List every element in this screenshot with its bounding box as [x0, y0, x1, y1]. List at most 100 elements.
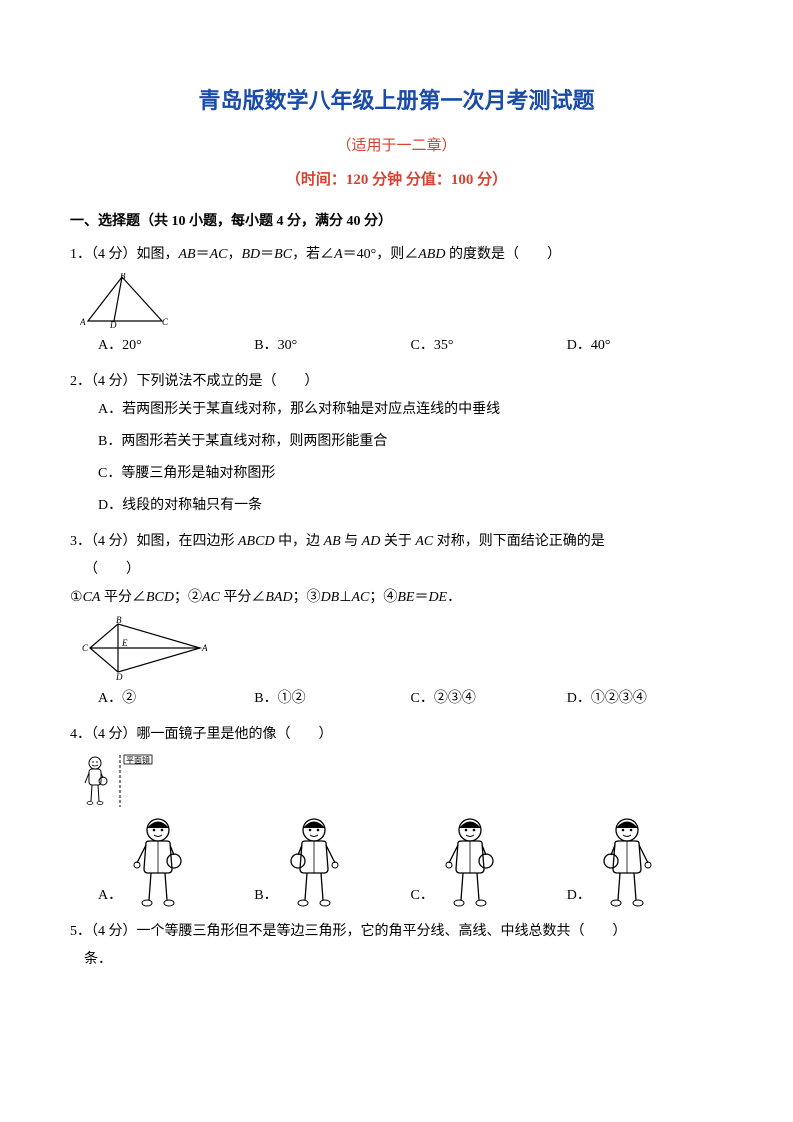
- subtitle-time: （时间：120 分钟 分值：100 分）: [70, 166, 723, 195]
- q1-t3: ，: [228, 247, 242, 262]
- boy-a-icon: [128, 815, 188, 910]
- q3-ca: CA: [83, 590, 101, 605]
- svg-text:C: C: [162, 317, 169, 327]
- q1-ab: AB: [179, 247, 196, 262]
- q3-figure: C B A D E: [70, 616, 723, 681]
- rhombus-icon: C B A D E: [80, 616, 210, 681]
- q3-be: BE: [397, 590, 414, 605]
- q1-opt-c: C．35°: [411, 332, 567, 360]
- q2-opt-b: B．两图形若关于某直线对称，则两图形能重合: [70, 428, 723, 456]
- q1-opt-a: A．20°: [98, 332, 254, 360]
- q3-opt-a: A．②: [98, 685, 254, 713]
- q3-text: 3．（4 分）如图，在四边形 ABCD 中，边 AB 与 AD 关于 AC 对称…: [70, 528, 723, 556]
- q4-text: 4．（4 分）哪一面镜子里是他的像（ ）: [70, 721, 723, 749]
- q3-opt-d: D．①②③④: [567, 685, 723, 713]
- q4-opt-a: A．: [98, 815, 254, 910]
- svg-text:D: D: [109, 320, 117, 328]
- question-3: 3．（4 分）如图，在四边形 ABCD 中，边 AB 与 AD 关于 AC 对称…: [70, 528, 723, 713]
- q3-ac: AC: [415, 534, 433, 549]
- boy-d-icon: [597, 815, 657, 910]
- q3-opt-c: C．②③④: [411, 685, 567, 713]
- q1-text: 1．（4 分）如图，AB＝AC，BD＝BC，若∠A＝40°，则∠ABD 的度数是…: [70, 241, 723, 269]
- q4-opt-d: D．: [567, 815, 723, 910]
- q2-text: 2．（4 分）下列说法不成立的是（ ）: [70, 368, 723, 396]
- svg-text:E: E: [121, 638, 128, 648]
- q1-t2: ＝: [196, 247, 210, 262]
- q2-opt-a: A．若两图形关于某直线对称，那么对称轴是对应点连线的中垂线: [70, 396, 723, 424]
- q1-t6: ＝40°，则∠: [343, 247, 419, 262]
- boy-small-icon: [80, 753, 110, 809]
- svg-text:C: C: [82, 643, 89, 653]
- q3-blank: （ ）: [70, 556, 723, 584]
- q1-bd: BD: [242, 247, 261, 262]
- q3-c5: ；③: [293, 590, 321, 605]
- q1-ac: AC: [210, 247, 228, 262]
- page-title: 青岛版数学八年级上册第一次月考测试题: [70, 80, 723, 122]
- q5-text: 5．（4 分）一个等腰三角形但不是等边三角形，它的角平分线、高线、中线总数共（ …: [70, 918, 723, 946]
- q3-t2: 中，边: [275, 534, 324, 549]
- q3-ad: AD: [362, 534, 381, 549]
- q3-bcd: BCD: [146, 590, 174, 605]
- q3-c2: 平分∠: [100, 590, 146, 605]
- q1-opt-b: B．30°: [254, 332, 410, 360]
- q1-options: A．20° B．30° C．35° D．40°: [70, 332, 723, 360]
- q4-mirror-figure: 平面镜: [70, 753, 723, 809]
- q3-ab: AB: [324, 534, 341, 549]
- q3-ac2: AC: [202, 590, 220, 605]
- q3-options: A．② B．①② C．②③④ D．①②③④: [70, 685, 723, 713]
- mirror-label: 平面镜: [126, 755, 150, 765]
- q1-bc: BC: [274, 247, 292, 262]
- q3-t5: 对称，则下面结论正确的是: [433, 534, 605, 549]
- question-2: 2．（4 分）下列说法不成立的是（ ） A．若两图形关于某直线对称，那么对称轴是…: [70, 368, 723, 520]
- question-1: 1．（4 分）如图，AB＝AC，BD＝BC，若∠A＝40°，则∠ABD 的度数是…: [70, 241, 723, 360]
- svg-text:D: D: [115, 672, 123, 681]
- q1-t1: 1．（4 分）如图，: [70, 247, 179, 262]
- q3-ac3: AC: [351, 590, 369, 605]
- q2-opt-d: D．线段的对称轴只有一条: [70, 492, 723, 520]
- q3-c8: ＝: [414, 590, 428, 605]
- subtitle-scope: （适用于一二章）: [70, 132, 723, 161]
- q4-opt-c: C．: [411, 815, 567, 910]
- boy-c-icon: [440, 815, 500, 910]
- question-4: 4．（4 分）哪一面镜子里是他的像（ ） 平面镜 A．: [70, 721, 723, 910]
- q3-de: DE: [428, 590, 447, 605]
- q3-c3: ；②: [174, 590, 202, 605]
- svg-text:A: A: [201, 643, 208, 653]
- q1-a: A: [334, 247, 343, 262]
- section-1-title: 一、选择题（共 10 小题，每小题 4 分，满分 40 分）: [70, 209, 723, 236]
- q5-tail: 条．: [70, 946, 723, 974]
- q4-options: A． B．: [70, 815, 723, 910]
- q4-opt-b: B．: [254, 815, 410, 910]
- q3-abcd: ABCD: [238, 534, 275, 549]
- q3-t4: 关于: [380, 534, 415, 549]
- question-5: 5．（4 分）一个等腰三角形但不是等边三角形，它的角平分线、高线、中线总数共（ …: [70, 918, 723, 974]
- q3-bad: BAD: [265, 590, 292, 605]
- q3-conditions: ①CA 平分∠BCD；②AC 平分∠BAD；③DB⊥AC；④BE＝DE．: [70, 584, 723, 612]
- mirror-icon: 平面镜: [116, 753, 156, 809]
- q1-t4: ＝: [260, 247, 274, 262]
- q3-c1: ①: [70, 590, 83, 605]
- q1-t7: 的度数是（ ）: [445, 247, 561, 262]
- q1-t5: ，若∠: [292, 247, 334, 262]
- q3-c6: ⊥: [339, 590, 351, 605]
- q3-c9: ．: [447, 590, 461, 605]
- q3-t3: 与: [341, 534, 362, 549]
- q1-figure: B A D C: [70, 273, 723, 328]
- q4-d-label: D．: [567, 882, 591, 910]
- q3-c4: 平分∠: [220, 590, 266, 605]
- q1-opt-d: D．40°: [567, 332, 723, 360]
- triangle-icon: B A D C: [80, 273, 170, 328]
- q3-t1: 3．（4 分）如图，在四边形: [70, 534, 238, 549]
- svg-text:B: B: [116, 616, 122, 625]
- q4-c-label: C．: [411, 882, 434, 910]
- q3-c7: ；④: [369, 590, 397, 605]
- q3-opt-b: B．①②: [254, 685, 410, 713]
- q2-opt-c: C．等腰三角形是轴对称图形: [70, 460, 723, 488]
- svg-text:A: A: [80, 317, 86, 327]
- boy-b-icon: [284, 815, 344, 910]
- q4-b-label: B．: [254, 882, 277, 910]
- q3-db: DB: [321, 590, 340, 605]
- q4-a-label: A．: [98, 882, 122, 910]
- svg-text:B: B: [120, 273, 126, 281]
- q1-abd: ABD: [418, 247, 445, 262]
